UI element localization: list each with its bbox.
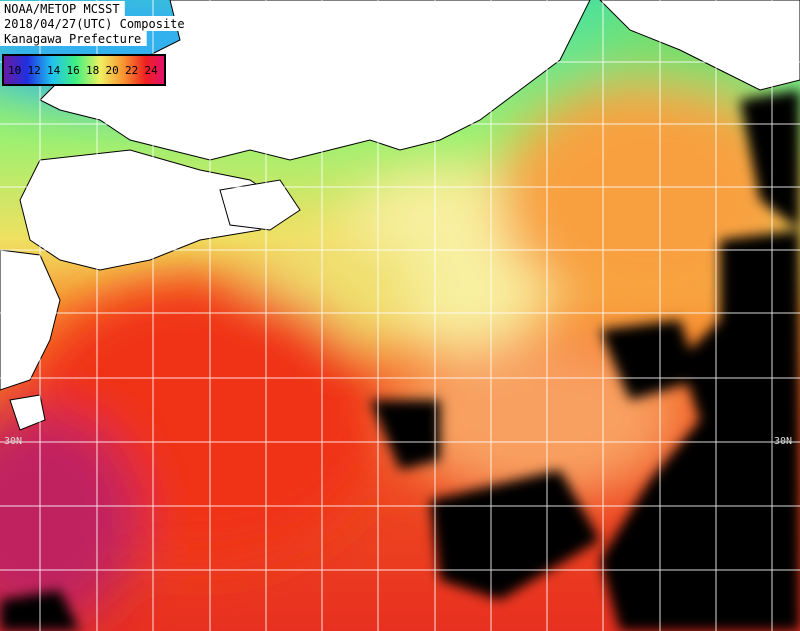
lat-label: 30N — [774, 436, 792, 447]
header-line: Kanagawa Prefecture — [4, 32, 141, 46]
header-bg — [0, 1, 125, 16]
scale-label: 20 — [106, 64, 119, 77]
scale-label: 14 — [47, 64, 61, 77]
header-line: NOAA/METOP MCSST — [4, 2, 120, 16]
scale-label: 18 — [86, 64, 99, 77]
lat-label: 30N — [4, 436, 22, 447]
legend: 10 12 14 16 18 20 22 24 — [2, 54, 166, 86]
header-bg — [0, 16, 191, 31]
land — [0, 0, 800, 431]
header-line: 2018/04/27(UTC) Composite — [4, 17, 185, 31]
scale-label: 10 — [8, 64, 21, 77]
scale-label: 12 — [28, 64, 41, 77]
scale-label: 16 — [67, 64, 80, 77]
cloud-cover — [0, 90, 800, 631]
header-bg — [0, 31, 147, 46]
scale-label: 24 — [145, 64, 159, 77]
color-scale — [2, 54, 166, 86]
scale-label: 22 — [125, 64, 138, 77]
